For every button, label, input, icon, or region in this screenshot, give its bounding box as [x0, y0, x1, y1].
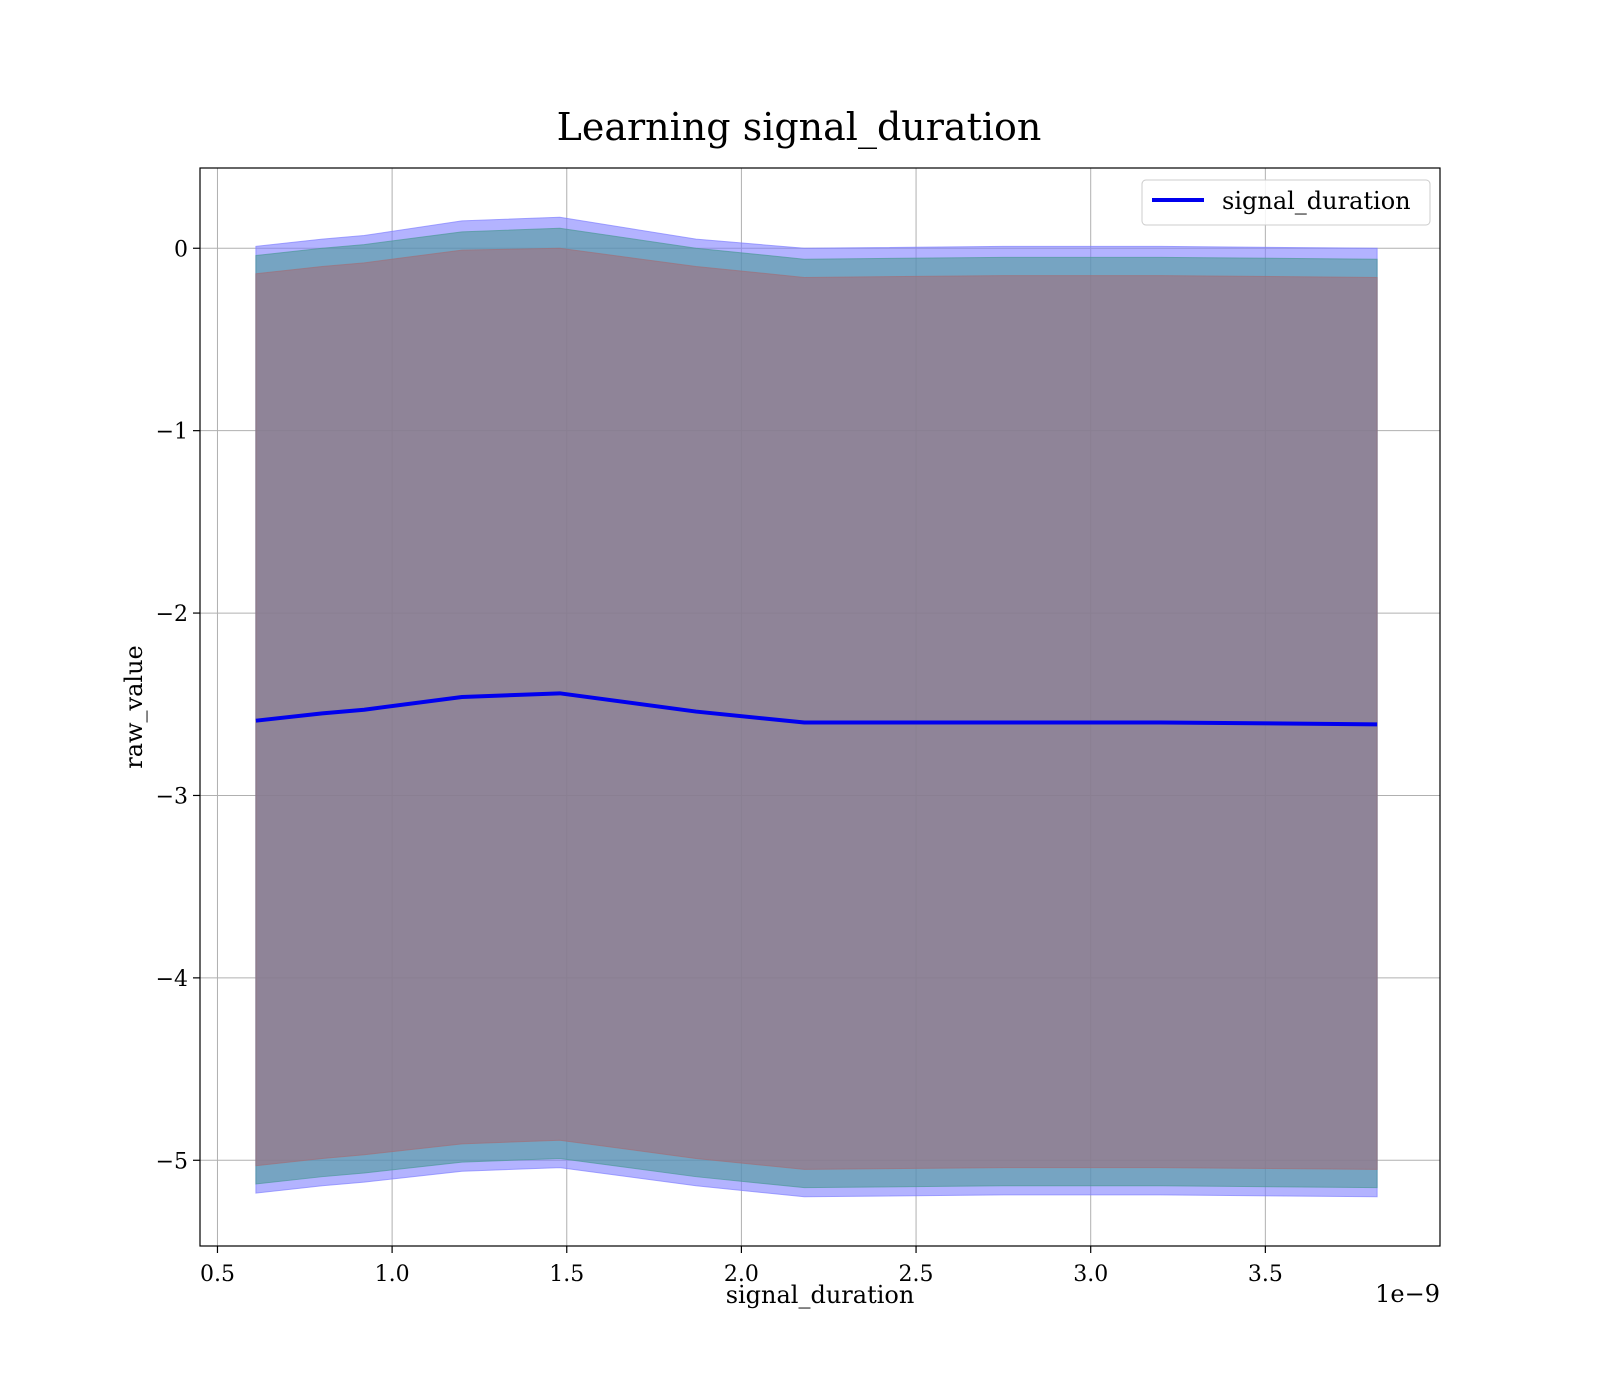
y-ticks: 0 −1 −2 −3 −4 −5: [156, 237, 200, 1174]
x-axis-label: signal_duration: [726, 1281, 915, 1309]
y-tick-label: 0: [174, 237, 188, 262]
y-tick-label: −1: [156, 420, 188, 445]
x-tick-label: 2.0: [724, 1262, 759, 1287]
confidence-band-2: [255, 247, 1378, 1170]
chart-title: Learning signal_duration: [557, 105, 1042, 150]
y-tick-label: −3: [156, 784, 188, 809]
y-tick-label: −4: [156, 967, 188, 992]
y-axis-label: raw_value: [120, 645, 148, 769]
x-tick-label: 1.5: [549, 1262, 584, 1287]
y-tick-label: −5: [156, 1149, 188, 1174]
series-line-0: [255, 691, 1378, 727]
confidence-bands: [255, 216, 1378, 1198]
x-ticks: 0.5 1.0 1.5 2.0 2.5 3.0 3.5: [200, 1246, 1283, 1287]
x-tick-label: 0.5: [200, 1262, 235, 1287]
legend-entry-signal-duration: signal_duration: [1222, 187, 1411, 215]
x-tick-label: 3.5: [1248, 1262, 1283, 1287]
legend: signal_duration: [1141, 179, 1431, 226]
x-tick-label: 2.5: [899, 1262, 934, 1287]
legend-box: [1141, 179, 1431, 226]
x-tick-label: 3.0: [1073, 1262, 1108, 1287]
series-lines: [255, 691, 1378, 727]
y-tick-label: −2: [156, 602, 188, 627]
x-offset-label: 1e−9: [1375, 1280, 1440, 1308]
x-tick-label: 1.0: [375, 1262, 410, 1287]
plot-frame: [199, 167, 1441, 1247]
